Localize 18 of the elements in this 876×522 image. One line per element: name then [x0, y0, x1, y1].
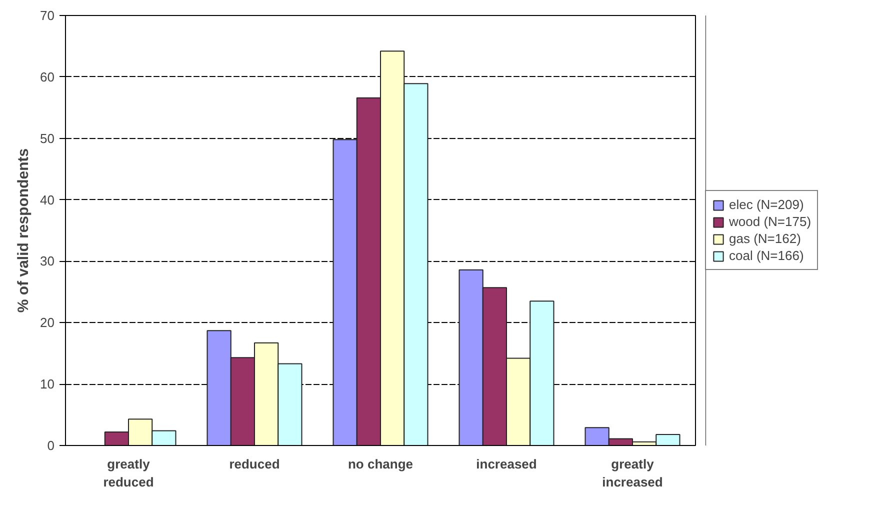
legend-label: gas (N=162) [729, 231, 801, 246]
x-tick-label: no change [348, 456, 414, 472]
y-tick-label: 30 [40, 254, 55, 269]
x-tick-label: increased [476, 456, 537, 472]
y-tick-label: 20 [40, 315, 55, 330]
y-tick-label: 10 [40, 376, 55, 392]
y-tick-label: 60 [40, 69, 55, 84]
y-tick-label: 0 [47, 438, 55, 453]
y-tick-label: 40 [40, 192, 55, 208]
y-tick-label: 70 [40, 8, 55, 23]
x-tick-label: greatly reduced [103, 456, 154, 490]
legend-label: wood (N=175) [729, 214, 812, 229]
legend-label: coal (N=166) [729, 248, 804, 263]
legend-label: elec (N=209) [729, 197, 804, 212]
y-tick-label: 50 [40, 130, 55, 146]
x-tick-label: reduced [229, 456, 280, 472]
y-axis-title: % of valid respondents [15, 148, 32, 313]
x-tick-label: greatly increased [602, 456, 663, 490]
